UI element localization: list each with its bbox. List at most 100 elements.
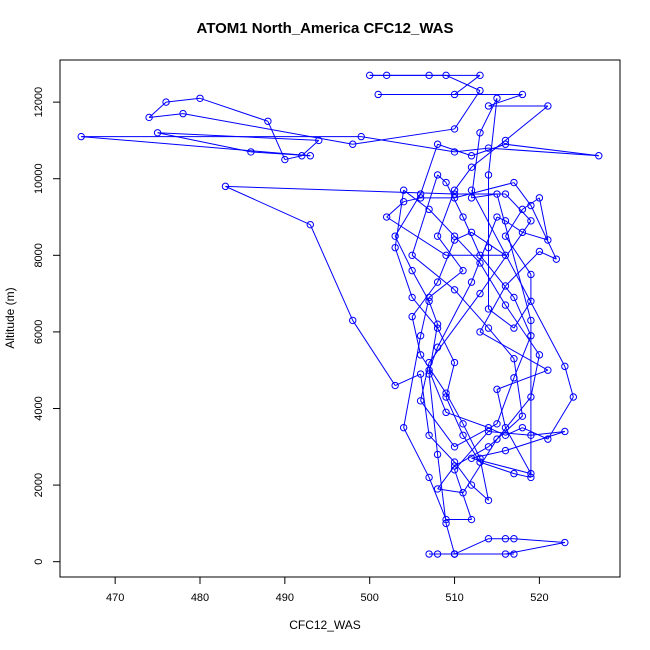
series-segment: [488, 308, 515, 329]
data-point: [382, 213, 391, 221]
data-point: [179, 109, 187, 118]
series-points: [77, 71, 603, 558]
data-point: [145, 113, 153, 122]
series-segment: [471, 189, 566, 367]
data-point: [510, 535, 518, 543]
data-point: [501, 232, 510, 240]
series-segment: [530, 430, 565, 436]
data-point: [561, 362, 569, 371]
data-point: [484, 427, 493, 436]
series-segment: [420, 144, 439, 195]
data-point: [544, 435, 552, 443]
data-point: [442, 71, 450, 80]
data-point: [450, 443, 459, 451]
series-segment: [505, 105, 549, 141]
data-point: [518, 228, 527, 237]
data-point: [561, 538, 569, 547]
data-point: [442, 178, 450, 187]
x-tick-label: 520: [530, 592, 548, 604]
data-point: [467, 194, 476, 202]
series-segment: [437, 488, 464, 494]
series-segment: [420, 400, 455, 448]
series-segment: [496, 377, 515, 424]
series-segment: [428, 370, 447, 413]
data-point: [281, 155, 289, 164]
data-point: [476, 86, 484, 95]
series-segment: [454, 431, 489, 471]
data-point: [527, 316, 535, 325]
data-point: [425, 71, 433, 80]
data-point: [527, 201, 535, 210]
y-tick-label: 6000: [33, 320, 45, 344]
series-segment: [352, 320, 396, 386]
series-segment: [538, 197, 549, 241]
data-point: [425, 473, 433, 482]
series-segment: [394, 190, 405, 248]
data-point: [484, 171, 493, 179]
data-point: [535, 351, 544, 359]
series-segment: [496, 389, 506, 428]
data-point: [442, 408, 450, 417]
data-point: [399, 423, 408, 432]
series-segment: [513, 358, 523, 417]
x-axis-label: CFC12_WAS: [289, 618, 361, 632]
series-segment: [199, 97, 269, 122]
data-point: [450, 458, 459, 466]
data-point: [518, 423, 527, 432]
data-point: [425, 358, 433, 367]
series-segment: [513, 297, 532, 336]
data-point: [425, 293, 433, 302]
data-point: [416, 194, 425, 202]
data-point: [425, 366, 433, 374]
series-segment: [564, 366, 574, 398]
data-point: [416, 332, 425, 340]
series-segment: [479, 461, 515, 475]
series-segment: [157, 132, 319, 141]
data-point: [450, 462, 459, 470]
data-point: [467, 481, 476, 489]
data-point: [484, 535, 493, 543]
x-tick-label: 470: [106, 592, 124, 604]
series-segment: [445, 523, 456, 555]
series-segment: [411, 281, 438, 317]
data-point: [450, 236, 459, 244]
data-point: [527, 297, 535, 305]
series-segment: [352, 128, 455, 145]
data-point: [374, 90, 382, 99]
data-point: [527, 270, 535, 279]
series-segment: [454, 423, 498, 448]
series-segment: [428, 209, 455, 237]
series-segment: [454, 289, 489, 329]
data-point: [382, 71, 391, 80]
y-tick-label: 0: [33, 559, 45, 565]
series-segment: [394, 235, 413, 271]
data-point: [450, 466, 459, 474]
data-point: [391, 232, 399, 240]
data-point: [349, 316, 357, 325]
data-point: [416, 351, 425, 359]
series-segment: [488, 415, 523, 448]
y-tick-label: 4000: [33, 396, 45, 420]
data-point: [476, 289, 484, 298]
data-point: [450, 125, 459, 133]
series-segment: [437, 327, 455, 363]
data-point: [535, 194, 544, 202]
data-point: [493, 435, 501, 443]
series-segment: [488, 327, 515, 360]
data-point: [196, 94, 204, 102]
data-point: [399, 186, 408, 194]
series-segment: [394, 247, 413, 298]
data-point: [416, 397, 425, 405]
series-segment: [386, 216, 447, 256]
series-segment: [428, 347, 439, 371]
series-segment: [479, 285, 506, 333]
data-point: [408, 251, 416, 260]
data-point: [476, 71, 484, 80]
data-point: [476, 454, 484, 462]
series-segment: [454, 469, 472, 520]
plot-frame: [59, 59, 621, 578]
data-point: [77, 132, 85, 141]
series-segment: [428, 434, 455, 463]
y-tick-label: 12000: [33, 87, 45, 118]
series-segment: [361, 136, 455, 153]
